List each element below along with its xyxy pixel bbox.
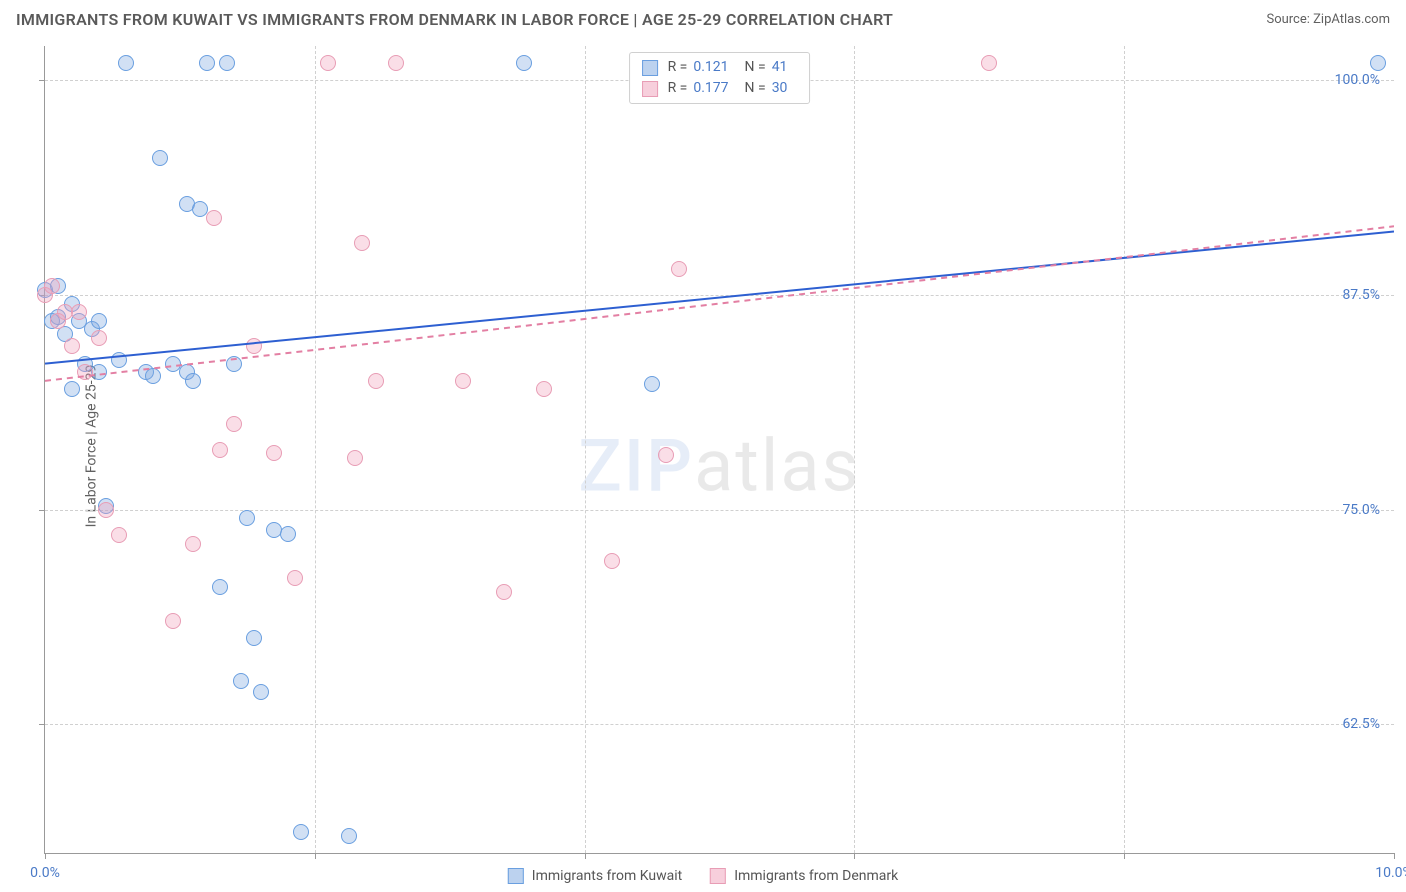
gridline-vertical: [854, 46, 855, 853]
data-point: [354, 235, 370, 251]
swatch-series-2: [642, 81, 658, 97]
data-point: [246, 630, 262, 646]
data-point: [64, 381, 80, 397]
data-point: [293, 824, 309, 840]
gridline-vertical: [1124, 46, 1125, 853]
data-point: [536, 381, 552, 397]
data-point: [165, 613, 181, 629]
data-point: [246, 338, 262, 354]
data-point: [91, 313, 107, 329]
data-point: [320, 55, 336, 71]
data-point: [111, 352, 127, 368]
y-tick-label: 62.5%: [1342, 716, 1380, 732]
y-tick-label: 87.5%: [1342, 287, 1380, 303]
y-tick-label: 100.0%: [1335, 72, 1380, 88]
data-point: [266, 445, 282, 461]
data-point: [981, 55, 997, 71]
data-point: [253, 684, 269, 700]
swatch-series-1: [642, 60, 658, 76]
chart-header: IMMIGRANTS FROM KUWAIT VS IMMIGRANTS FRO…: [0, 0, 1406, 37]
data-point: [604, 553, 620, 569]
data-point: [226, 356, 242, 372]
data-point: [226, 416, 242, 432]
legend-row-series-2: R = 0.177 N = 30: [642, 78, 798, 99]
data-point: [64, 338, 80, 354]
data-point: [212, 442, 228, 458]
data-point: [516, 55, 532, 71]
swatch-series-1: [508, 868, 524, 884]
data-point: [206, 210, 222, 226]
gridline-vertical: [585, 46, 586, 853]
data-point: [496, 584, 512, 600]
data-point: [152, 150, 168, 166]
data-point: [347, 450, 363, 466]
data-point: [455, 373, 471, 389]
data-point: [658, 447, 674, 463]
gridline-horizontal: [45, 295, 1394, 296]
data-point: [185, 373, 201, 389]
gridline-vertical: [315, 46, 316, 853]
data-point: [199, 55, 215, 71]
data-point: [341, 828, 357, 844]
correlation-legend: R = 0.121 N = 41 R = 0.177 N = 30: [629, 52, 811, 104]
gridline-horizontal: [45, 724, 1394, 725]
series-legend: Immigrants from Kuwait Immigrants from D…: [508, 868, 898, 884]
data-point: [1370, 55, 1386, 71]
data-point: [219, 55, 235, 71]
data-point: [91, 330, 107, 346]
data-point: [185, 536, 201, 552]
data-point: [644, 376, 660, 392]
data-point: [111, 527, 127, 543]
data-point: [287, 570, 303, 586]
data-point: [145, 368, 161, 384]
x-tick-label: 0.0%: [30, 865, 60, 881]
data-point: [280, 526, 296, 542]
data-point: [239, 510, 255, 526]
legend-row-series-1: R = 0.121 N = 41: [642, 57, 798, 78]
chart-plot-area: ZIPatlas 62.5%75.0%87.5%100.0%0.0%10.0% …: [44, 46, 1394, 854]
source-label: Source: ZipAtlas.com: [1266, 12, 1390, 27]
data-point: [233, 673, 249, 689]
legend-item-series-1: Immigrants from Kuwait: [508, 868, 682, 884]
y-tick-label: 75.0%: [1342, 502, 1380, 518]
data-point: [118, 55, 134, 71]
chart-title: IMMIGRANTS FROM KUWAIT VS IMMIGRANTS FRO…: [16, 10, 893, 29]
swatch-series-2: [710, 868, 726, 884]
data-point: [44, 278, 60, 294]
data-point: [671, 261, 687, 277]
data-point: [368, 373, 384, 389]
data-point: [98, 502, 114, 518]
data-point: [388, 55, 404, 71]
data-point: [77, 364, 93, 380]
legend-item-series-2: Immigrants from Denmark: [710, 868, 898, 884]
data-point: [71, 304, 87, 320]
data-point: [212, 579, 228, 595]
x-tick-label: 10.0%: [1375, 865, 1406, 881]
